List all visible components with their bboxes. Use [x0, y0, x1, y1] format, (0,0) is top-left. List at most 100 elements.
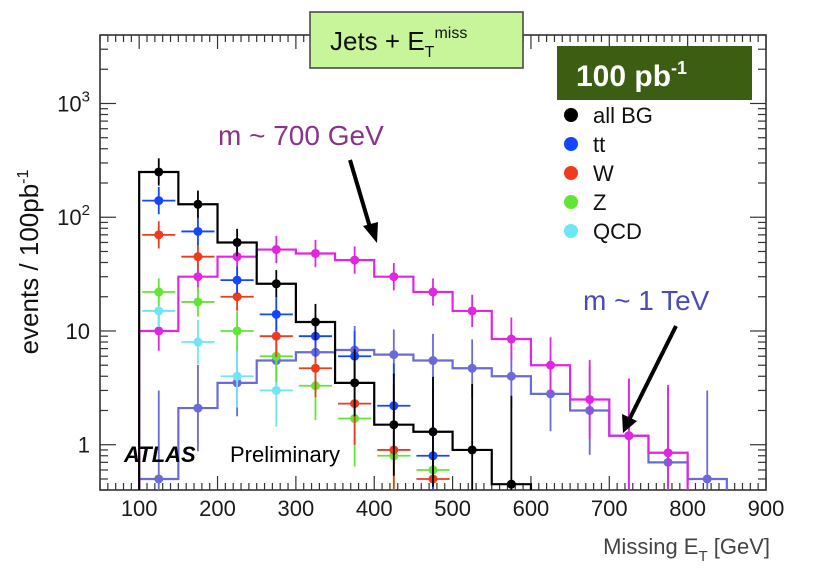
point-z — [193, 297, 203, 307]
y-tick-label: 10 — [66, 319, 90, 344]
y-tick-label-exp: 3 — [82, 88, 90, 105]
y-tick-label-base: 1 — [78, 433, 90, 458]
point-m-700-gev — [154, 326, 164, 336]
point-w — [193, 252, 203, 262]
point-w — [232, 292, 242, 302]
x-tick-label: 900 — [748, 496, 785, 521]
point-m-700-gev — [232, 252, 242, 262]
point-m-700-gev — [310, 248, 320, 258]
x-tick-label: 700 — [591, 496, 628, 521]
signal-1tev-arrow — [626, 325, 678, 423]
signal-700-arrow — [348, 159, 374, 235]
point-m-700-gev — [663, 448, 673, 458]
y-axis-title-main: events / 100pb — [14, 184, 44, 355]
point-m-700-gev — [546, 360, 556, 370]
point-m-1-tev — [467, 363, 477, 373]
point-all-bg — [271, 279, 281, 289]
point-qcd — [271, 385, 281, 395]
luminosity-sup: -1 — [671, 58, 687, 78]
chart-title-sup: miss — [434, 25, 467, 42]
title-box-bg — [309, 11, 524, 69]
point-m-1-tev — [193, 403, 203, 413]
point-all-bg — [310, 317, 320, 327]
legend-label-tt: tt — [593, 132, 605, 157]
point-w — [154, 230, 164, 240]
legend: all BG tt WZ QCD — [564, 103, 653, 244]
point-m-700-gev — [193, 272, 203, 282]
y-tick-label-base: 10 — [57, 91, 81, 116]
point-m-1-tev — [546, 389, 556, 399]
x-tick-label: 400 — [356, 496, 393, 521]
axis-ticks — [99, 34, 767, 491]
point-tt — [193, 226, 203, 236]
point-qcd — [232, 371, 242, 381]
legend-label-w: W — [593, 161, 614, 186]
x-axis-title-main: Missing E — [603, 534, 698, 559]
point-m-700-gev — [506, 334, 516, 344]
point-m-1-tev — [389, 350, 399, 360]
point-m-1-tev — [702, 474, 712, 484]
data-points — [142, 158, 712, 490]
luminosity-label: 100 pb-1 — [576, 58, 687, 93]
x-axis-title: Missing ET [GeV] — [603, 534, 770, 565]
legend-label-all-bg: all BG — [593, 103, 653, 128]
legend-label-qcd: QCD — [593, 219, 642, 244]
x-tick-label: 100 — [121, 496, 158, 521]
x-tick-label: 200 — [199, 496, 236, 521]
x-axis-title-sub: T — [698, 548, 707, 565]
point-all-bg — [154, 167, 164, 177]
atlas-label: ATLAS — [123, 442, 196, 467]
y-axis-title-sup: -1 — [15, 170, 32, 184]
chart-title: Jets + ETmiss — [330, 25, 467, 61]
point-tt — [154, 196, 164, 206]
point-w — [271, 331, 281, 341]
legend-marker-tt — [564, 137, 578, 151]
y-tick-label: 103 — [57, 88, 90, 116]
preliminary-label: Preliminary — [230, 442, 340, 467]
point-all-bg — [389, 420, 399, 430]
y-axis-title: events / 100pb-1 — [14, 170, 44, 355]
legend-label-z: Z — [593, 190, 606, 215]
point-m-700-gev — [350, 255, 360, 265]
luminosity-box-bg — [557, 46, 752, 100]
signal-700-arrowhead — [363, 222, 378, 243]
point-m-700-gev — [271, 245, 281, 255]
point-w — [310, 363, 320, 373]
point-all-bg — [193, 199, 203, 209]
point-m-1-tev — [428, 356, 438, 366]
x-tick-label: 300 — [278, 496, 315, 521]
point-tt — [232, 275, 242, 285]
x-tick-label: 500 — [434, 496, 471, 521]
x-tick-label: 600 — [513, 496, 550, 521]
signal-1tev-label: m ~ 1 TeV — [583, 285, 710, 316]
point-m-700-gev — [467, 306, 477, 316]
y-tick-label-base: 10 — [57, 205, 81, 230]
legend-marker-w — [564, 166, 578, 180]
chart-title-sub: T — [425, 44, 435, 61]
point-z — [154, 287, 164, 297]
point-all-bg — [350, 378, 360, 388]
y-tick-label: 1 — [78, 433, 90, 458]
title-box: Jets + ETmiss — [309, 11, 524, 69]
chart-title-main: Jets + E — [330, 26, 425, 56]
signal-700-label: m ~ 700 GeV — [218, 120, 384, 151]
point-m-700-gev — [624, 431, 634, 441]
point-m-700-gev — [585, 394, 595, 404]
legend-marker-qcd — [564, 224, 578, 238]
signal-1tev-arrowhead — [622, 414, 637, 433]
series-line-m-700-gev — [138, 248, 689, 490]
point-m-1-tev — [506, 371, 516, 381]
point-m-1-tev — [154, 474, 164, 484]
luminosity-box: 100 pb-1 — [557, 46, 752, 100]
point-all-bg — [232, 237, 242, 247]
point-all-bg — [428, 427, 438, 437]
y-tick-label-base: 10 — [66, 319, 90, 344]
legend-marker-all-bg — [564, 108, 578, 122]
atlas-word: ATLAS — [123, 442, 196, 467]
y-tick-label: 102 — [57, 202, 90, 230]
point-all-bg — [506, 479, 516, 489]
legend-marker-z — [564, 195, 578, 209]
point-z — [232, 326, 242, 336]
x-tick-labels: 100 200 300 400 500 600 700 800 900 — [121, 496, 785, 521]
